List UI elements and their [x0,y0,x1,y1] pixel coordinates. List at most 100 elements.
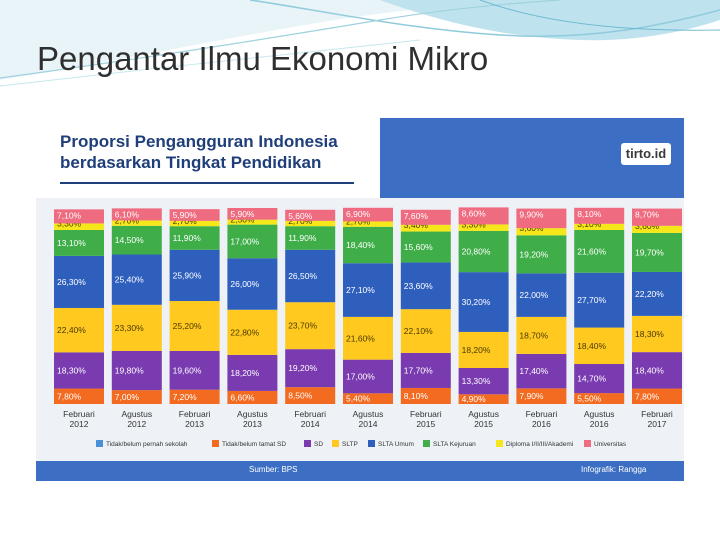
bar-segment [516,273,567,317]
segment-label: 7,80% [635,391,660,401]
segment-label: 18,70% [519,330,548,340]
bar-segment [54,223,104,230]
segment-label: 26,00% [230,279,259,289]
legend-swatch [496,440,503,447]
bar-segment [632,315,682,353]
bar-segment [111,220,162,226]
legend-swatch [332,440,339,447]
segment-label: 5,40% [346,394,371,404]
segment-label: 19,70% [635,247,664,257]
segment-label: 21,60% [577,246,606,256]
bar-segment [343,316,393,360]
slide-title: Pengantar Ilmu Ekonomi Mikro [37,40,489,77]
bar-segment [458,230,509,273]
segment-label: 27,70% [577,295,606,305]
segment-label: 21,60% [346,333,375,343]
segment-label: 11,90% [173,233,202,243]
infographic-footer: Sumber: BPS Infografik: Rangga [36,461,684,481]
bar-segment [343,393,393,404]
bar-segment [169,226,220,250]
segment-label: 5,90% [173,210,198,220]
segment-label: 22,40% [57,325,86,335]
x-tick-label: 2016 [590,419,609,429]
infographic: Proporsi Pengangguran Indonesia berdasar… [36,118,684,481]
legend-swatch [96,440,103,447]
x-tick-label: Februari [179,409,211,419]
bar-segment [227,354,278,391]
bar-segment [632,388,682,404]
bar-segment [574,272,625,328]
bar-segment [516,208,567,229]
segment-label: 13,10% [57,238,86,248]
bar-segment [285,349,336,388]
segment-label: 26,30% [57,277,86,287]
infographic-title-line-2: berdasarkan Tingkat Pendidikan [60,153,322,172]
x-tick-label: Februari [63,409,95,419]
bar-segment [632,271,682,316]
segment-label: 8,70% [635,210,660,220]
bar-segment [516,353,567,389]
segment-label: 7,00% [115,392,140,402]
bar-segment [400,387,451,404]
bar-segment [458,394,509,404]
x-tick-label: 2013 [185,419,204,429]
segment-label: 30,20% [462,297,491,307]
bar-segment [574,393,625,404]
bar-segment [227,224,278,259]
bar-segment [54,209,104,224]
bar-segment [458,224,509,231]
header-title-box: Proporsi Pengangguran Indonesia berdasar… [36,118,380,198]
bar-segment [574,364,625,394]
infographic-title: Proporsi Pengangguran Indonesia berdasar… [60,131,370,173]
bar-segment [343,263,393,317]
x-tick-label: 2014 [301,419,320,429]
bar-segment [632,232,682,272]
segment-label: 18,30% [635,329,664,339]
segment-label: 5,60% [288,211,313,221]
bar-segment [574,229,625,273]
bar-segment [574,327,625,365]
segment-label: 22,00% [519,290,548,300]
legend-label: Tidak/belum tamat SD [222,441,286,448]
segment-label: 7,90% [519,391,544,401]
bar-segment [169,209,220,221]
segment-label: 8,10% [577,209,602,219]
legend-label: Diploma I/II/III/Akademi [506,441,573,448]
bar-segment [169,389,220,404]
segment-label: 18,20% [462,345,491,355]
bar-segment [343,226,393,264]
segment-label: 8,50% [288,391,313,401]
segment-label: 17,40% [519,366,548,376]
stacked-bar-chart: 7,80% 18,30% 22,40% 26,30% 13,10% 3,30%7,10% F… [54,207,682,448]
segment-label: 19,20% [288,363,317,373]
bar-segment [343,359,393,394]
bar-segment [111,254,162,305]
bar-segment [343,207,393,222]
bar-segment [54,255,104,308]
segment-label: 18,40% [577,341,606,351]
legend-swatch [304,440,311,447]
bar-segment [516,388,567,404]
source-note: Sumber: BPS [249,465,298,474]
bar-segment [285,220,336,227]
x-tick-label: 2013 [243,419,262,429]
segment-label: 5,90% [230,209,255,219]
bar-segment [285,226,336,250]
segment-label: 7,20% [173,392,198,402]
segment-label: 11,90% [288,233,317,243]
x-tick-label: Februari [641,409,673,419]
segment-label: 19,20% [519,249,548,259]
legend-label: SD [314,441,323,448]
legend-label: SLTP [342,441,358,448]
bar-segment [111,208,162,221]
legend-label: SLTA Kejuruan [433,441,476,448]
segment-label: 23,30% [115,323,144,333]
legend-label: Tidak/belum pernah sekolah [106,441,188,448]
segment-label: 7,10% [57,210,82,220]
segment-label: 13,30% [462,376,491,386]
x-tick-label: Agustus [353,409,384,419]
segment-label: 18,20% [230,368,259,378]
segment-label: 8,60% [462,208,487,218]
bar-segment [285,387,336,404]
x-tick-label: 2014 [359,419,378,429]
